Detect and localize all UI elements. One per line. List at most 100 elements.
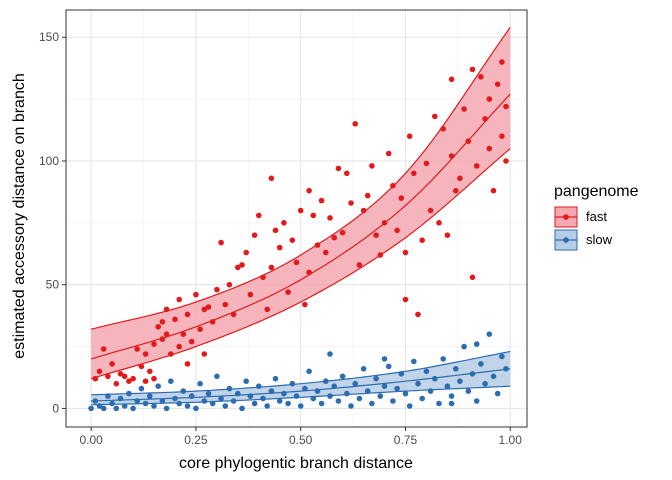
point-slow: [427, 388, 434, 394]
point-slow: [394, 385, 400, 392]
point-fast: [352, 121, 359, 127]
point-slow: [318, 400, 325, 407]
point-slow: [184, 403, 191, 409]
point-fast: [302, 301, 308, 308]
band-upper-fast: [90, 26, 511, 330]
point-fast: [373, 232, 379, 238]
point-slow: [381, 356, 388, 362]
point-slow: [138, 385, 145, 392]
point-slow: [406, 403, 413, 409]
point-fast: [205, 304, 212, 310]
point-slow: [255, 383, 262, 390]
point-fast: [121, 373, 128, 380]
point-slow: [260, 395, 266, 402]
point-slow: [218, 395, 224, 402]
point-fast: [201, 306, 208, 313]
point-fast: [255, 212, 262, 219]
point-slow: [415, 380, 421, 387]
legend-title: pangenome: [554, 183, 639, 200]
point-slow: [448, 393, 455, 399]
point-fast: [159, 319, 166, 325]
point-slow: [482, 380, 488, 387]
point-fast: [109, 361, 115, 367]
point-slow: [411, 358, 417, 365]
x-tick-label: 0.00: [79, 433, 103, 447]
y-tick-label: 100: [39, 154, 59, 168]
point-slow: [423, 368, 430, 375]
point-fast: [276, 244, 283, 251]
point-fast: [130, 375, 136, 382]
x-tick-label: 0.25: [184, 433, 208, 447]
point-fast: [142, 351, 149, 357]
point-fast: [499, 133, 505, 139]
point-fast: [406, 133, 413, 139]
point-slow: [159, 398, 166, 404]
point-slow: [402, 390, 409, 397]
y-tick-label: 0: [52, 401, 59, 415]
point-slow: [193, 405, 199, 412]
point-fast: [147, 368, 153, 375]
point-slow: [461, 343, 467, 350]
point-slow: [243, 378, 249, 385]
point-slow: [151, 403, 157, 409]
point-fast: [419, 237, 426, 243]
point-slow: [130, 405, 136, 412]
point-slow: [163, 405, 170, 412]
point-fast: [411, 170, 417, 177]
legend-item-slow: slow: [554, 229, 613, 251]
point-fast: [163, 331, 170, 338]
point-fast: [264, 306, 271, 313]
point-fast: [469, 274, 476, 281]
point-fast: [214, 286, 220, 293]
point-slow: [444, 383, 451, 390]
point-fast: [331, 234, 338, 241]
point-fast: [364, 192, 371, 199]
point-fast: [197, 326, 203, 333]
legend-key-point-slow: [563, 237, 569, 243]
point-slow: [473, 398, 480, 404]
point-slow: [222, 403, 229, 409]
point-fast: [243, 249, 249, 256]
point-fast: [436, 220, 442, 226]
y-tick-label: 50: [46, 278, 60, 292]
point-slow: [381, 383, 388, 390]
point-slow: [100, 405, 107, 412]
point-fast: [423, 160, 430, 167]
point-fast: [184, 361, 191, 367]
point-fast: [310, 212, 317, 219]
point-slow: [453, 366, 459, 372]
point-slow: [176, 400, 182, 407]
point-fast: [155, 324, 161, 330]
band-lower-slow: [91, 385, 511, 406]
point-slow: [377, 393, 384, 399]
x-tick-label: 0.50: [289, 433, 313, 447]
x-tick-label: 1.00: [499, 433, 523, 447]
point-fast: [490, 187, 497, 194]
point-slow: [251, 400, 258, 407]
point-fast: [268, 264, 275, 271]
point-fast: [402, 296, 409, 303]
point-slow: [436, 400, 442, 407]
x-tick-label: 0.75: [394, 433, 418, 447]
point-fast: [327, 215, 333, 221]
point-fast: [444, 232, 451, 238]
point-fast: [448, 76, 455, 83]
legend-label-fast: fast: [586, 209, 607, 224]
point-fast: [285, 289, 291, 295]
point-slow: [327, 351, 333, 357]
point-slow: [155, 383, 161, 390]
point-slow: [364, 388, 371, 394]
point-fast: [473, 163, 480, 169]
point-fast: [289, 237, 296, 243]
point-fast: [503, 158, 509, 164]
x-axis-title: core phylogentic branch distance: [179, 455, 413, 472]
point-fast: [494, 81, 501, 87]
point-slow: [352, 380, 359, 387]
point-slow: [88, 405, 94, 412]
point-fast: [96, 368, 103, 375]
point-slow: [369, 400, 375, 407]
point-fast: [469, 66, 476, 73]
point-fast: [235, 264, 241, 271]
point-fast: [268, 175, 275, 182]
